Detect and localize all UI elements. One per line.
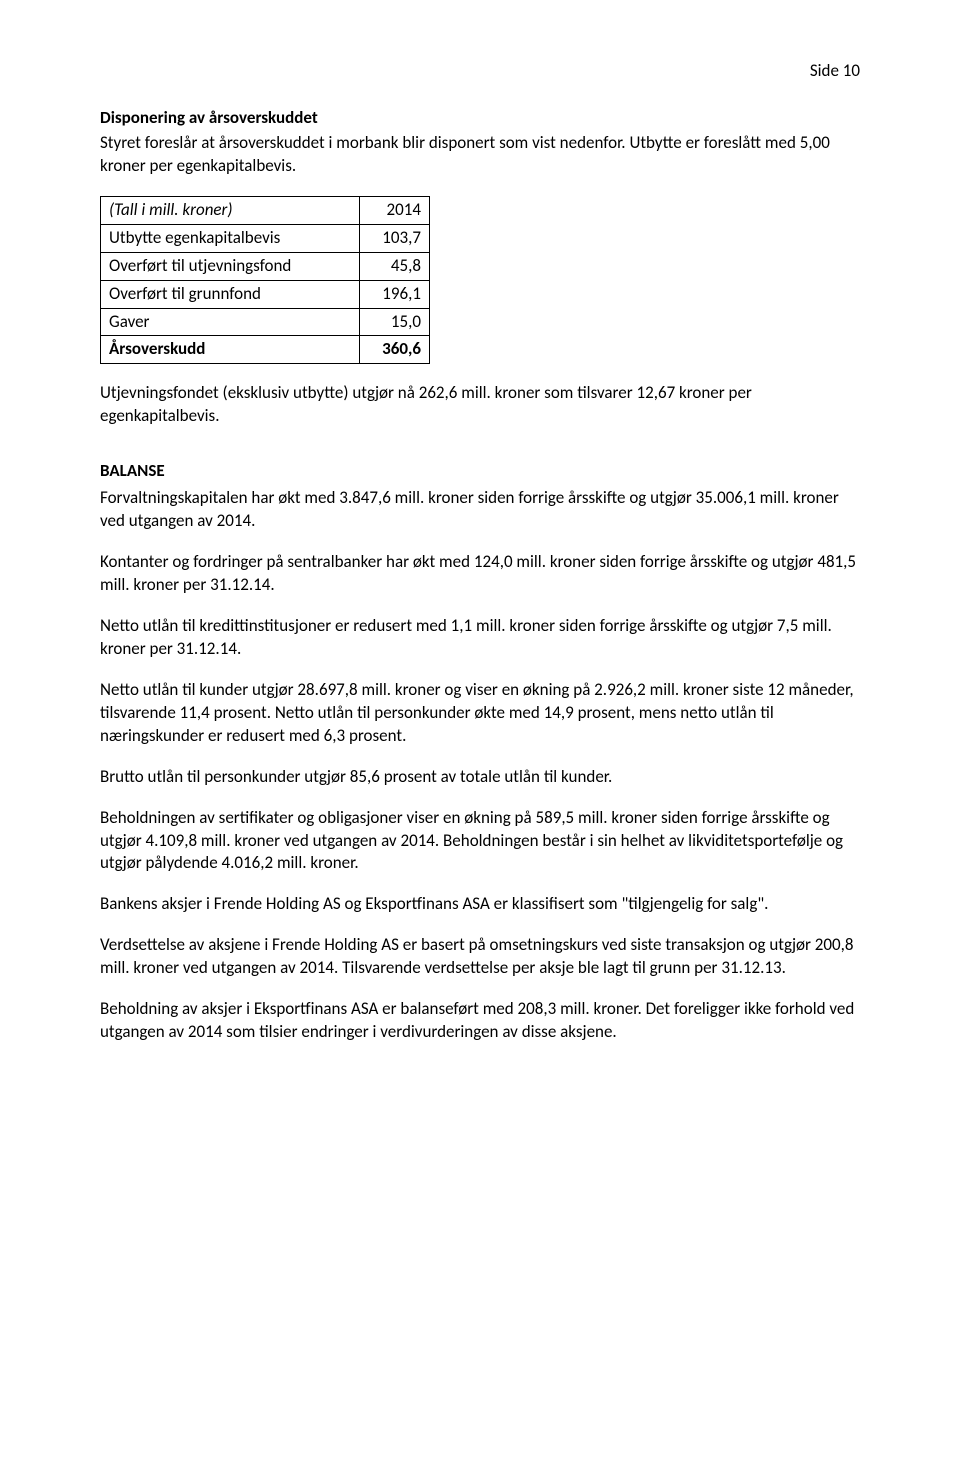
table-cell-label: Overført til grunnfond xyxy=(101,280,360,308)
balanse-paragraph-8: Verdsettelse av aksjene i Frende Holding… xyxy=(100,934,860,980)
table-row: Overført til utjevningsfond 45,8 xyxy=(101,252,430,280)
balanse-paragraph-1: Forvaltningskapitalen har økt med 3.847,… xyxy=(100,487,860,533)
table-cell-value: 196,1 xyxy=(360,280,430,308)
balanse-paragraph-4: Netto utlån til kunder utgjør 28.697,8 m… xyxy=(100,679,860,748)
after-table-paragraph: Utjevningsfondet (eksklusiv utbytte) utg… xyxy=(100,382,860,428)
balanse-paragraph-3: Netto utlån til kredittinstitusjoner er … xyxy=(100,615,860,661)
table-header-right: 2014 xyxy=(360,196,430,224)
table-cell-value: 103,7 xyxy=(360,224,430,252)
table-row: Overført til grunnfond 196,1 xyxy=(101,280,430,308)
table-cell-label: Årsoverskudd xyxy=(101,336,360,364)
table-cell-value: 15,0 xyxy=(360,308,430,336)
section-heading-disponering: Disponering av årsoverskuddet xyxy=(100,107,860,130)
table-row: Utbytte egenkapitalbevis 103,7 xyxy=(101,224,430,252)
page-number: Side 10 xyxy=(100,60,860,83)
allocation-table: (Tall i mill. kroner) 2014 Utbytte egenk… xyxy=(100,196,430,365)
table-cell-label: Gaver xyxy=(101,308,360,336)
balanse-paragraph-9: Beholdning av aksjer i Eksportfinans ASA… xyxy=(100,998,860,1044)
table-cell-value: 360,6 xyxy=(360,336,430,364)
balanse-paragraph-7: Bankens aksjer i Frende Holding AS og Ek… xyxy=(100,893,860,916)
table-cell-value: 45,8 xyxy=(360,252,430,280)
balanse-paragraph-6: Beholdningen av sertifikater og obligasj… xyxy=(100,807,860,876)
table-cell-label: Utbytte egenkapitalbevis xyxy=(101,224,360,252)
balanse-paragraph-5: Brutto utlån til personkunder utgjør 85,… xyxy=(100,766,860,789)
table-row: Årsoverskudd 360,6 xyxy=(101,336,430,364)
table-row: Gaver 15,0 xyxy=(101,308,430,336)
section-heading-balanse: BALANSE xyxy=(100,460,860,483)
table-cell-label: Overført til utjevningsfond xyxy=(101,252,360,280)
intro-paragraph: Styret foreslår at årsoverskuddet i morb… xyxy=(100,132,860,178)
table-header-row: (Tall i mill. kroner) 2014 xyxy=(101,196,430,224)
balanse-paragraph-2: Kontanter og fordringer på sentralbanker… xyxy=(100,551,860,597)
table-header-left: (Tall i mill. kroner) xyxy=(101,196,360,224)
